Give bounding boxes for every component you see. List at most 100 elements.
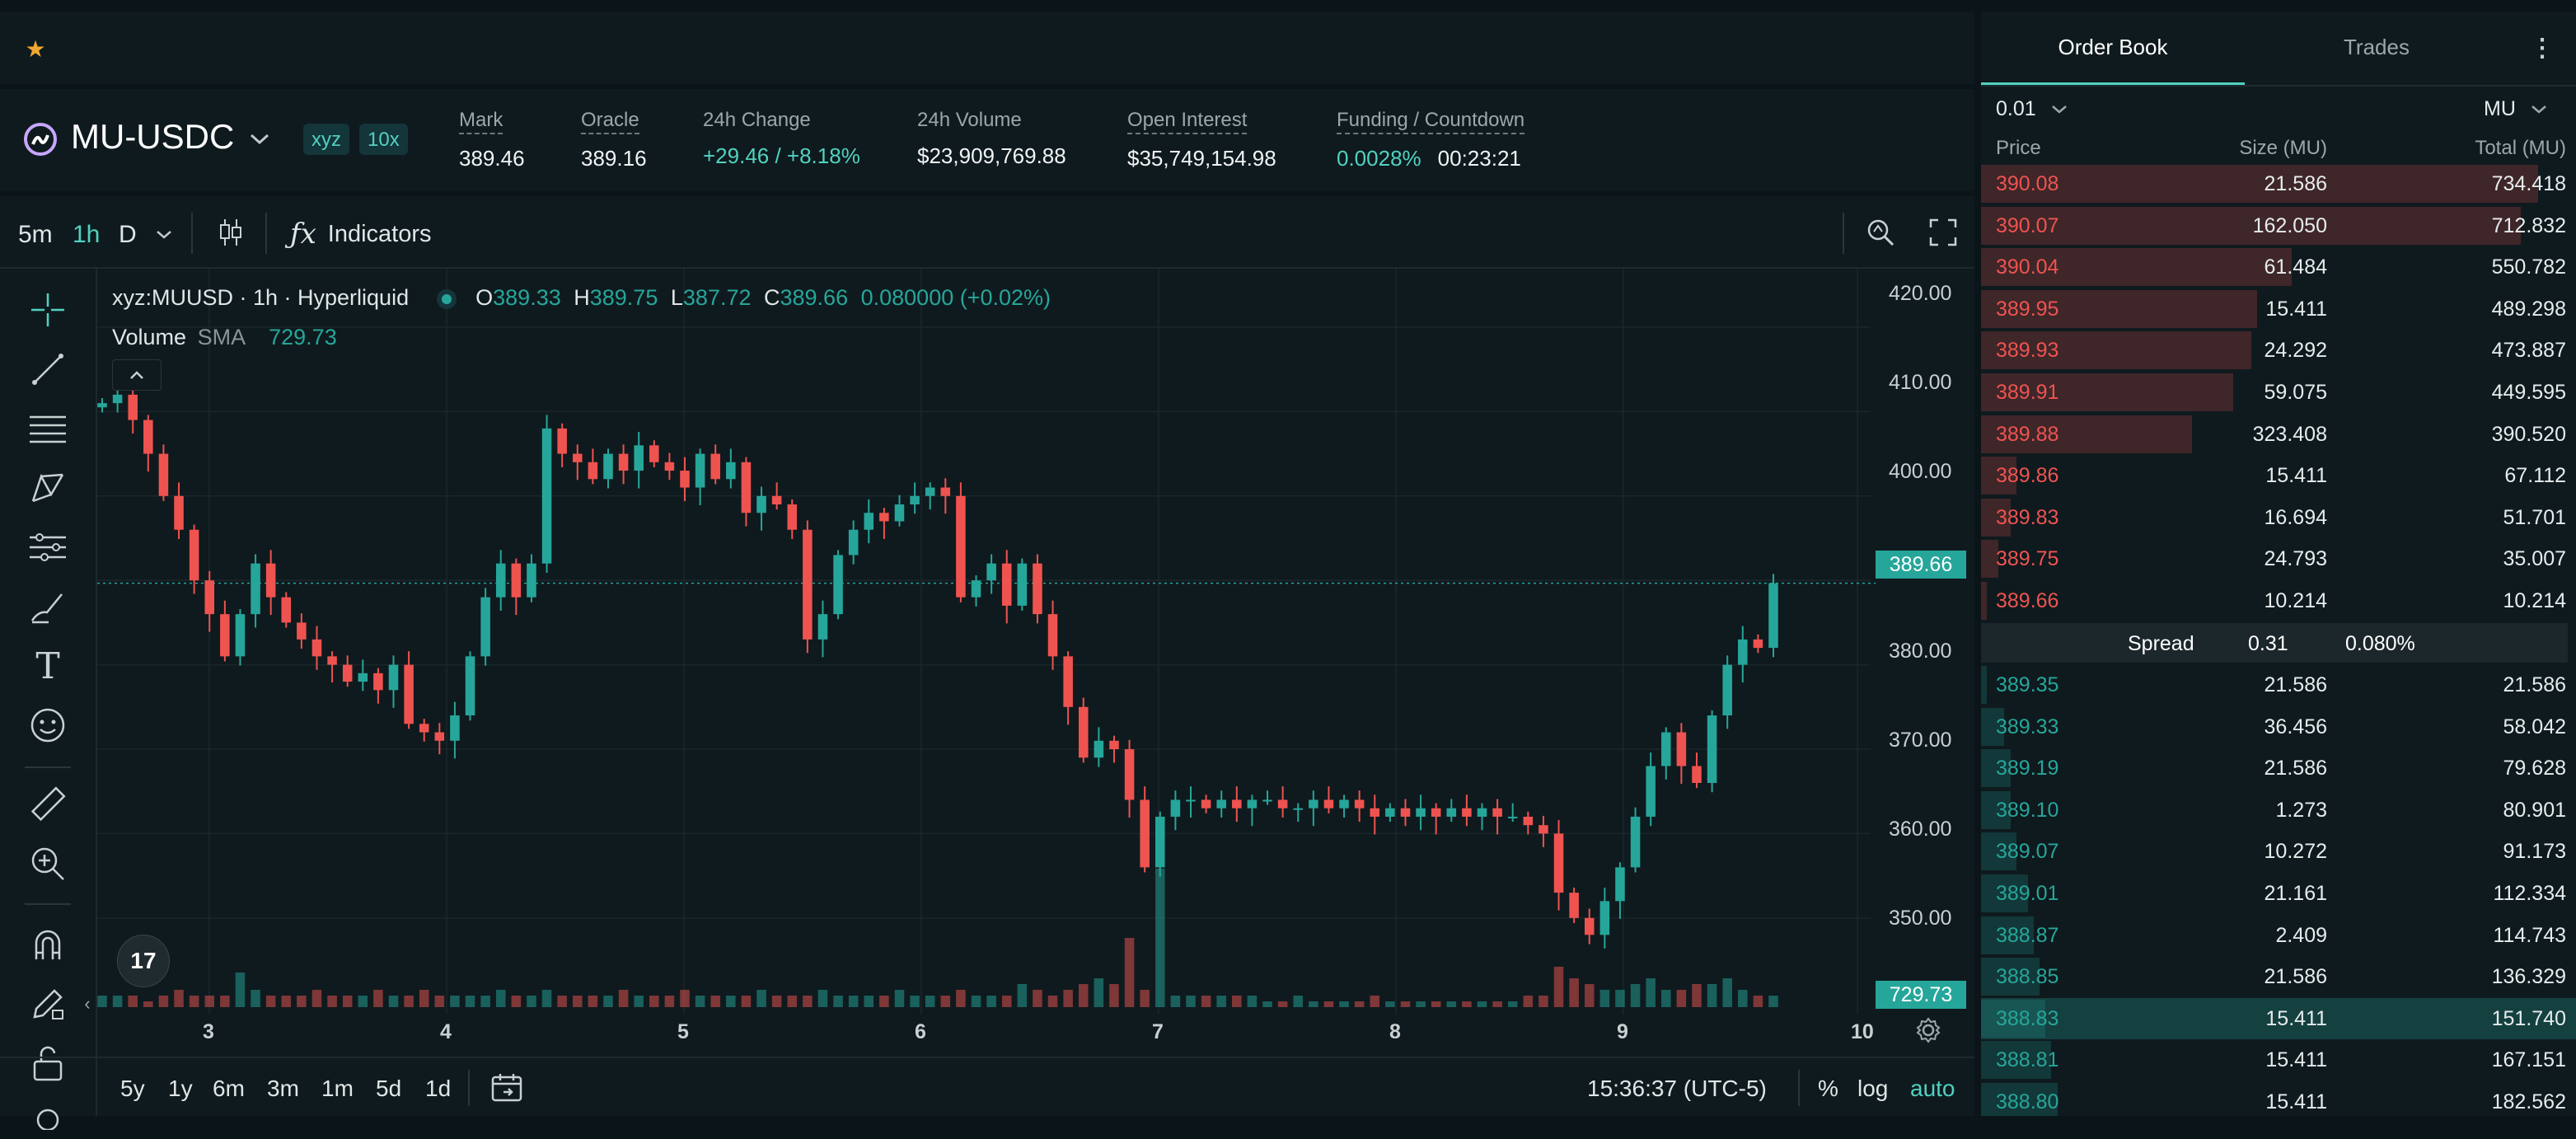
tick-size-select[interactable]: 0.01 <box>1996 97 2068 121</box>
volume-bar <box>603 996 613 1007</box>
pattern-icon[interactable] <box>26 466 69 509</box>
percent-scale-toggle[interactable]: % <box>1818 1076 1838 1101</box>
volume-bar <box>1431 1001 1441 1007</box>
collapse-legend-button[interactable] <box>112 359 162 391</box>
volume-bar <box>848 996 859 1007</box>
tradingview-logo-icon[interactable]: 17 <box>117 935 170 987</box>
candle-body <box>1722 664 1732 716</box>
magnet-icon[interactable] <box>26 923 69 966</box>
unit-select[interactable]: MU <box>2484 97 2547 121</box>
ask-row[interactable]: 389.88 323.408 390.520 <box>1981 414 2576 455</box>
bid-row[interactable]: 388.80 15.411 182.562 <box>1981 1081 2576 1116</box>
leverage-badge[interactable]: 10x <box>359 124 408 155</box>
range-5d[interactable]: 5d <box>376 1076 402 1101</box>
bid-row[interactable]: 389.01 21.161 112.334 <box>1981 873 2576 914</box>
ask-row[interactable]: 389.66 10.214 10.214 <box>1981 580 2576 621</box>
total: 167.151 <box>2491 1048 2566 1072</box>
crosshair-icon[interactable] <box>26 288 69 331</box>
range-5y[interactable]: 5y <box>120 1076 145 1101</box>
size: 24.292 <box>2264 339 2327 363</box>
calendar-icon[interactable] <box>489 1071 524 1104</box>
more-options-icon[interactable]: ⋮ <box>2530 34 2555 62</box>
total: 91.173 <box>2503 840 2566 864</box>
auto-scale-toggle[interactable]: auto <box>1910 1076 1955 1101</box>
volume-bar <box>1707 984 1717 1007</box>
candle-body <box>1232 799 1242 809</box>
ruler-icon[interactable] <box>26 783 69 826</box>
range-1y[interactable]: 1y <box>168 1076 193 1101</box>
ask-row[interactable]: 389.95 15.411 489.298 <box>1981 288 2576 330</box>
candle-body <box>1262 799 1272 802</box>
ask-row[interactable]: 390.04 61.484 550.782 <box>1981 246 2576 288</box>
bid-row[interactable]: 389.10 1.273 80.901 <box>1981 790 2576 831</box>
tab-order-book[interactable]: Order Book <box>2058 35 2168 59</box>
candles-style-icon[interactable] <box>214 216 247 249</box>
candle-body <box>1446 808 1457 817</box>
bid-row[interactable]: 388.81 15.411 167.151 <box>1981 1039 2576 1080</box>
volume-bar <box>1262 1001 1272 1007</box>
ask-row[interactable]: 389.75 24.793 35.007 <box>1981 538 2576 579</box>
bid-row[interactable]: 389.35 21.586 21.586 <box>1981 664 2576 705</box>
star-icon[interactable]: ★ <box>25 35 46 62</box>
chevron-down-icon[interactable] <box>153 224 175 246</box>
volume-bar <box>1247 996 1258 1007</box>
bid-row[interactable]: 389.33 36.456 58.042 <box>1981 706 2576 748</box>
ask-row[interactable]: 389.91 59.075 449.595 <box>1981 372 2576 413</box>
unlock-icon[interactable] <box>26 1042 69 1085</box>
volume-bar <box>235 973 246 1007</box>
ask-row[interactable]: 390.08 21.586 734.418 <box>1981 163 2576 204</box>
candle-body <box>618 453 629 471</box>
ask-row[interactable]: 389.83 16.694 51.701 <box>1981 497 2576 538</box>
zoom-in-icon[interactable] <box>26 842 69 885</box>
log-scale-toggle[interactable]: log <box>1857 1076 1889 1101</box>
fib-retracement-icon[interactable] <box>26 407 69 450</box>
prediction-icon[interactable] <box>26 526 69 569</box>
trend-line-icon[interactable] <box>26 348 69 391</box>
candle-body <box>1462 808 1472 817</box>
ask-row[interactable]: 390.07 162.050 712.832 <box>1981 205 2576 246</box>
range-3m[interactable]: 3m <box>267 1076 299 1101</box>
bid-row[interactable]: 389.07 10.272 91.173 <box>1981 831 2576 872</box>
brush-icon[interactable] <box>26 585 69 628</box>
candle-body <box>465 656 475 716</box>
tab-trades[interactable]: Trades <box>2344 35 2410 59</box>
bid-row[interactable]: 388.87 2.409 114.743 <box>1981 915 2576 956</box>
bid-row[interactable]: 388.83 15.411 151.740 <box>1981 997 2576 1039</box>
collapse-arrow-icon[interactable]: ‹ <box>84 993 91 1014</box>
pencil-lock-icon[interactable] <box>26 982 69 1025</box>
fullscreen-icon[interactable] <box>1928 218 1958 247</box>
indicators-button[interactable]: ƒx Indicators <box>290 218 432 251</box>
depth-bar <box>1981 790 2011 829</box>
candle-body <box>817 614 828 640</box>
interval-d[interactable]: D <box>119 221 137 248</box>
market-symbol[interactable]: MU-USDC <box>71 117 235 156</box>
range-1d[interactable]: 1d <box>425 1076 452 1101</box>
settings-gear-icon[interactable] <box>1913 1015 1943 1045</box>
interval-1h[interactable]: 1h <box>73 221 101 248</box>
ask-row[interactable]: 389.93 24.292 473.887 <box>1981 330 2576 371</box>
price-chart[interactable] <box>0 269 1974 1116</box>
volume-bar <box>358 996 368 1007</box>
emoji-icon[interactable] <box>26 704 69 747</box>
range-1m[interactable]: 1m <box>321 1076 354 1101</box>
chart-clock[interactable]: 15:36:37 (UTC-5) <box>1587 1076 1767 1101</box>
total: 151.740 <box>2491 1006 2566 1030</box>
candle-body <box>557 428 567 454</box>
depth-bar <box>1981 165 2539 203</box>
price: 389.10 <box>1996 798 2059 822</box>
bid-row[interactable]: 388.85 21.586 136.329 <box>1981 956 2576 997</box>
volume-bar <box>1553 967 1564 1007</box>
volume-bar <box>1109 984 1119 1007</box>
bid-row[interactable]: 389.19 21.586 79.628 <box>1981 748 2576 789</box>
candle-body <box>1201 799 1211 809</box>
interval-5m[interactable]: 5m <box>18 221 53 248</box>
ask-row[interactable]: 389.86 15.411 67.112 <box>1981 455 2576 496</box>
candle-body <box>1615 867 1625 902</box>
quick-search-icon[interactable] <box>1864 216 1897 249</box>
text-icon[interactable]: T <box>35 644 60 687</box>
candle-body <box>1738 639 1748 665</box>
chevron-down-icon[interactable] <box>247 127 272 152</box>
range-6m[interactable]: 6m <box>213 1076 245 1101</box>
tools-divider <box>25 903 71 905</box>
volume-bar <box>817 990 828 1007</box>
